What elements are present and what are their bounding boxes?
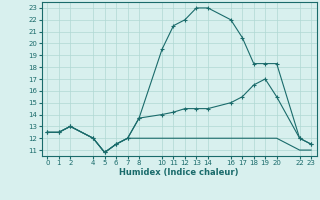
X-axis label: Humidex (Indice chaleur): Humidex (Indice chaleur) [119, 168, 239, 177]
